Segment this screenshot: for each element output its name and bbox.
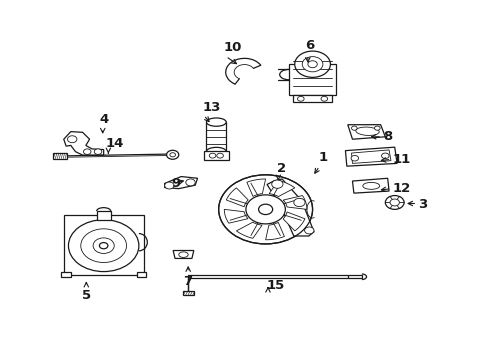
Text: 6: 6 xyxy=(305,39,314,52)
Polygon shape xyxy=(283,195,306,210)
Circle shape xyxy=(68,220,139,271)
Polygon shape xyxy=(226,188,248,207)
Circle shape xyxy=(169,153,175,157)
Circle shape xyxy=(293,198,305,207)
Polygon shape xyxy=(268,180,294,197)
Circle shape xyxy=(304,227,313,234)
Text: 3: 3 xyxy=(417,198,427,211)
Text: 5: 5 xyxy=(81,289,91,302)
Circle shape xyxy=(218,175,312,244)
Circle shape xyxy=(258,204,272,215)
Polygon shape xyxy=(265,222,284,240)
Polygon shape xyxy=(266,179,313,236)
Circle shape xyxy=(320,96,327,101)
Bar xyxy=(203,152,228,160)
Ellipse shape xyxy=(362,183,379,189)
Bar xyxy=(288,64,335,95)
Text: 14: 14 xyxy=(106,136,124,150)
Circle shape xyxy=(385,195,403,210)
Circle shape xyxy=(209,153,215,158)
Circle shape xyxy=(81,229,126,262)
Polygon shape xyxy=(345,147,396,166)
Ellipse shape xyxy=(179,252,188,257)
Bar xyxy=(292,95,332,102)
Bar xyxy=(206,122,226,152)
Circle shape xyxy=(271,180,283,188)
Circle shape xyxy=(94,149,102,154)
Bar xyxy=(53,153,66,158)
Circle shape xyxy=(302,57,322,72)
Circle shape xyxy=(307,61,317,68)
Circle shape xyxy=(297,96,304,101)
Circle shape xyxy=(216,153,223,158)
Polygon shape xyxy=(173,251,193,258)
Text: 7: 7 xyxy=(183,275,192,288)
Circle shape xyxy=(83,149,91,154)
Polygon shape xyxy=(352,178,388,193)
Polygon shape xyxy=(164,176,197,189)
Bar xyxy=(97,211,110,220)
Circle shape xyxy=(389,199,399,206)
Bar xyxy=(136,271,145,277)
Bar xyxy=(347,275,361,279)
Polygon shape xyxy=(351,150,390,163)
Circle shape xyxy=(351,126,356,130)
Text: 4: 4 xyxy=(99,113,108,126)
Ellipse shape xyxy=(355,127,378,135)
Text: 11: 11 xyxy=(391,153,410,166)
Polygon shape xyxy=(224,210,247,223)
Text: 9: 9 xyxy=(171,177,181,190)
Ellipse shape xyxy=(206,118,226,126)
Circle shape xyxy=(381,153,388,158)
Text: 10: 10 xyxy=(223,41,241,54)
Circle shape xyxy=(185,179,195,186)
Polygon shape xyxy=(63,132,103,155)
Circle shape xyxy=(99,243,108,249)
Polygon shape xyxy=(347,125,385,139)
Circle shape xyxy=(374,126,379,130)
Circle shape xyxy=(245,195,285,224)
Circle shape xyxy=(93,238,114,253)
Text: 15: 15 xyxy=(266,279,285,292)
Polygon shape xyxy=(236,222,262,238)
Bar xyxy=(63,215,143,275)
Circle shape xyxy=(67,136,77,143)
Bar xyxy=(182,291,193,295)
Text: 1: 1 xyxy=(318,152,327,165)
Bar xyxy=(61,271,71,277)
Circle shape xyxy=(164,182,174,189)
Text: 13: 13 xyxy=(202,101,220,114)
Text: 2: 2 xyxy=(277,162,286,175)
Polygon shape xyxy=(246,179,265,197)
Circle shape xyxy=(294,51,330,77)
Text: 8: 8 xyxy=(382,130,391,143)
Polygon shape xyxy=(283,212,305,231)
Text: 12: 12 xyxy=(391,182,410,195)
Circle shape xyxy=(166,150,179,159)
Ellipse shape xyxy=(206,147,226,156)
Circle shape xyxy=(350,156,358,161)
